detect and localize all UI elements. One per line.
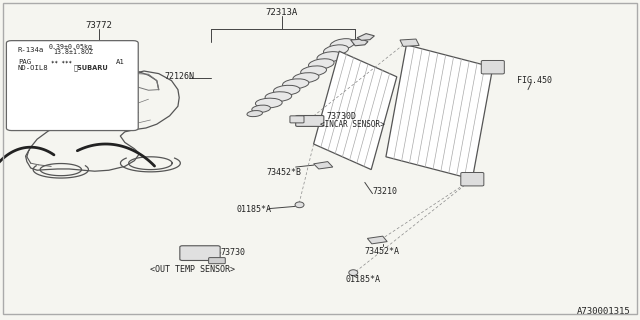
Ellipse shape — [252, 105, 271, 113]
FancyBboxPatch shape — [209, 258, 225, 264]
Text: 72126N: 72126N — [164, 72, 195, 81]
Text: R-134a: R-134a — [18, 47, 44, 52]
FancyBboxPatch shape — [296, 116, 324, 126]
Ellipse shape — [317, 52, 342, 62]
Text: 73730D: 73730D — [326, 112, 356, 121]
FancyBboxPatch shape — [461, 172, 484, 186]
Polygon shape — [314, 162, 333, 169]
Text: 73452*B: 73452*B — [266, 168, 301, 177]
Text: ✶✶ ✶✶✶: ✶✶ ✶✶✶ — [51, 60, 72, 65]
Polygon shape — [314, 51, 397, 170]
FancyBboxPatch shape — [6, 41, 138, 131]
Text: 73772: 73772 — [86, 21, 113, 30]
Ellipse shape — [247, 111, 262, 116]
Polygon shape — [386, 45, 493, 179]
Text: FIG.450: FIG.450 — [517, 76, 552, 85]
Text: 01185*A: 01185*A — [346, 275, 381, 284]
FancyBboxPatch shape — [290, 116, 304, 123]
FancyBboxPatch shape — [180, 246, 220, 260]
Ellipse shape — [282, 79, 309, 89]
Ellipse shape — [293, 73, 319, 83]
Ellipse shape — [273, 85, 300, 95]
Polygon shape — [351, 39, 368, 46]
Text: <OUT TEMP SENSOR>: <OUT TEMP SENSOR> — [150, 265, 234, 274]
Ellipse shape — [308, 59, 334, 69]
Ellipse shape — [349, 270, 358, 276]
Text: 73452*A: 73452*A — [365, 247, 400, 256]
Text: 13.8±1.8OZ: 13.8±1.8OZ — [52, 50, 93, 55]
Ellipse shape — [255, 98, 282, 108]
Polygon shape — [400, 39, 419, 46]
Text: ⓈSUBARU: ⓈSUBARU — [74, 64, 108, 71]
Text: <INCAR SENSOR>: <INCAR SENSOR> — [320, 120, 385, 129]
Text: A1: A1 — [116, 60, 125, 65]
Ellipse shape — [295, 202, 304, 208]
Ellipse shape — [301, 66, 326, 76]
Text: 0.39±0.05kg: 0.39±0.05kg — [49, 44, 93, 50]
Polygon shape — [357, 34, 374, 40]
Text: 01185*A: 01185*A — [237, 205, 272, 214]
Polygon shape — [367, 236, 387, 244]
FancyBboxPatch shape — [481, 60, 504, 74]
Text: A730001315: A730001315 — [577, 307, 630, 316]
Text: 72313A: 72313A — [266, 8, 298, 17]
Text: 73210: 73210 — [372, 188, 397, 196]
Text: ND-OIL8: ND-OIL8 — [18, 65, 49, 71]
Ellipse shape — [330, 39, 355, 50]
Ellipse shape — [265, 92, 292, 101]
Text: PAG: PAG — [18, 60, 31, 65]
Ellipse shape — [323, 45, 349, 56]
Text: 73730: 73730 — [221, 248, 246, 257]
